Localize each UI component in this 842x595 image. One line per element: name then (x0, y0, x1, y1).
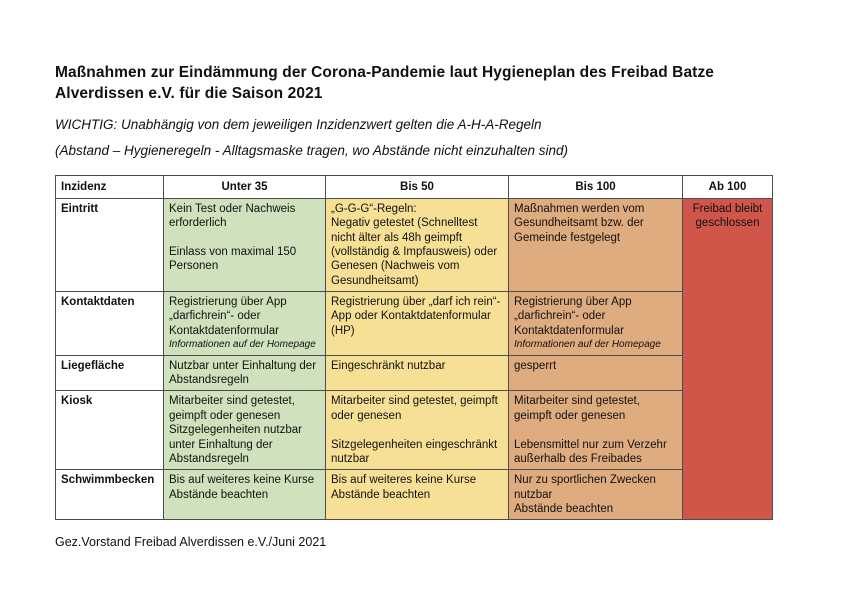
cell-text: Registrierung über App „darfichrein“- od… (514, 296, 632, 337)
cell-eintritt-unter35: Kein Test oder Nachweis erforderlich Ein… (163, 197, 326, 293)
cell-schwimmbecken-bis100: Nur zu sportlichen Zwecken nutzbar Abstä… (508, 469, 683, 521)
cell-text: Eingeschränkt nutzbar (331, 359, 446, 372)
cell-text: Mitarbeiter sind getestet, geimpft oder … (514, 395, 667, 465)
header-cell-inzidenz: Inzidenz (55, 174, 164, 199)
cell-kontaktdaten-unter35: Registrierung über App „darfichrein“- od… (163, 291, 326, 356)
cell-text: Maßnahmen werden vom Gesundheitsamt bzw.… (514, 202, 645, 244)
measures-table: Inzidenz Unter 35 Bis 50 Bis 100 Ab 100 … (55, 174, 773, 521)
cell-kiosk-bis100: Mitarbeiter sind getestet, geimpft oder … (508, 390, 683, 471)
cell-ab100-geschlossen: Freibad bleibt geschlossen (682, 197, 773, 521)
page-title: Maßnahmen zur Eindämmung der Corona-Pand… (55, 64, 715, 103)
cell-kiosk-unter35: Mitarbeiter sind getestet, geimpft oder … (163, 390, 326, 471)
cell-liegeflaeche-bis50: Eingeschränkt nutzbar (325, 354, 509, 392)
cell-eintritt-bis50: „G-G-G“-Regeln: Negativ getestet (Schnel… (325, 197, 509, 293)
cell-text: gesperrt (514, 359, 557, 372)
row-label-eintritt: Eintritt (55, 197, 164, 293)
cell-text: Nur zu sportlichen Zwecken nutzbar Abstä… (514, 474, 656, 516)
row-label-schwimmbecken: Schwimmbecken (55, 469, 164, 521)
cell-text: Bis auf weiteres keine Kurse Abstände be… (169, 474, 315, 501)
cell-text: Mitarbeiter sind getestet, geimpft oder … (169, 395, 302, 465)
cell-text: Registrierung über „darf ich rein“- App … (331, 296, 501, 337)
header-cell-bis-100: Bis 100 (508, 174, 683, 199)
table-header-row: Inzidenz Unter 35 Bis 50 Bis 100 Ab 100 (55, 174, 773, 199)
cell-eintritt-bis100: Maßnahmen werden vom Gesundheitsamt bzw.… (508, 197, 683, 293)
row-label-kontaktdaten: Kontaktdaten (55, 291, 164, 356)
cell-liegeflaeche-unter35: Nutzbar unter Einhaltung der Abstandsreg… (163, 354, 326, 392)
cell-kontaktdaten-bis100: Registrierung über App „darfichrein“- od… (508, 291, 683, 356)
cell-schwimmbecken-bis50: Bis auf weiteres keine Kurse Abstände be… (325, 469, 509, 521)
table-row-schwimmbecken: Schwimmbecken Bis auf weiteres keine Kur… (55, 469, 773, 521)
cell-text: Nutzbar unter Einhaltung der Abstandsreg… (169, 359, 317, 387)
cell-kiosk-bis50: Mitarbeiter sind getestet, geimpft oder … (325, 390, 509, 471)
cell-text: Freibad bleibt geschlossen (692, 202, 763, 230)
table-row-kontaktdaten: Kontaktdaten Registrierung über App „dar… (55, 291, 773, 356)
important-note-line2: (Abstand – Hygieneregeln - Alltagsmaske … (55, 143, 569, 159)
cell-kontaktdaten-bis50: Registrierung über „darf ich rein“- App … (325, 291, 509, 356)
cell-text: Mitarbeiter sind getestet, geimpft oder … (331, 395, 498, 465)
table-row-eintritt: Eintritt Kein Test oder Nachweis erforde… (55, 197, 773, 521)
table-row-liegeflaeche: Liegefläche Nutzbar unter Einhaltung der… (55, 354, 773, 392)
important-note-line1: WICHTIG: Unabhängig von dem jeweiligen I… (55, 116, 542, 132)
cell-schwimmbecken-unter35: Bis auf weiteres keine Kurse Abstände be… (163, 469, 326, 521)
header-cell-bis-50: Bis 50 (325, 174, 509, 199)
row-label-kiosk: Kiosk (55, 390, 164, 471)
header-cell-unter-35: Unter 35 (163, 174, 326, 199)
cell-note: Informationen auf der Homepage (514, 339, 661, 351)
header-cell-ab-100: Ab 100 (682, 174, 773, 199)
row-label-liegeflaeche: Liegefläche (55, 354, 164, 392)
cell-liegeflaeche-bis100: gesperrt (508, 354, 683, 392)
cell-text: „G-G-G“-Regeln: Negativ getestet (Schnel… (331, 202, 498, 287)
cell-text: Kein Test oder Nachweis erforderlich Ein… (169, 202, 297, 273)
cell-text: Bis auf weiteres keine Kurse Abstände be… (331, 474, 477, 501)
signature-line: Gez.Vorstand Freibad Alverdissen e.V./Ju… (55, 535, 327, 550)
cell-note: Informationen auf der Homepage (169, 339, 316, 351)
cell-text: Registrierung über App „darfichrein“- od… (169, 296, 287, 337)
table-row-kiosk: Kiosk Mitarbeiter sind getestet, geimpft… (55, 390, 773, 471)
page-content: Maßnahmen zur Eindämmung der Corona-Pand… (55, 64, 773, 550)
